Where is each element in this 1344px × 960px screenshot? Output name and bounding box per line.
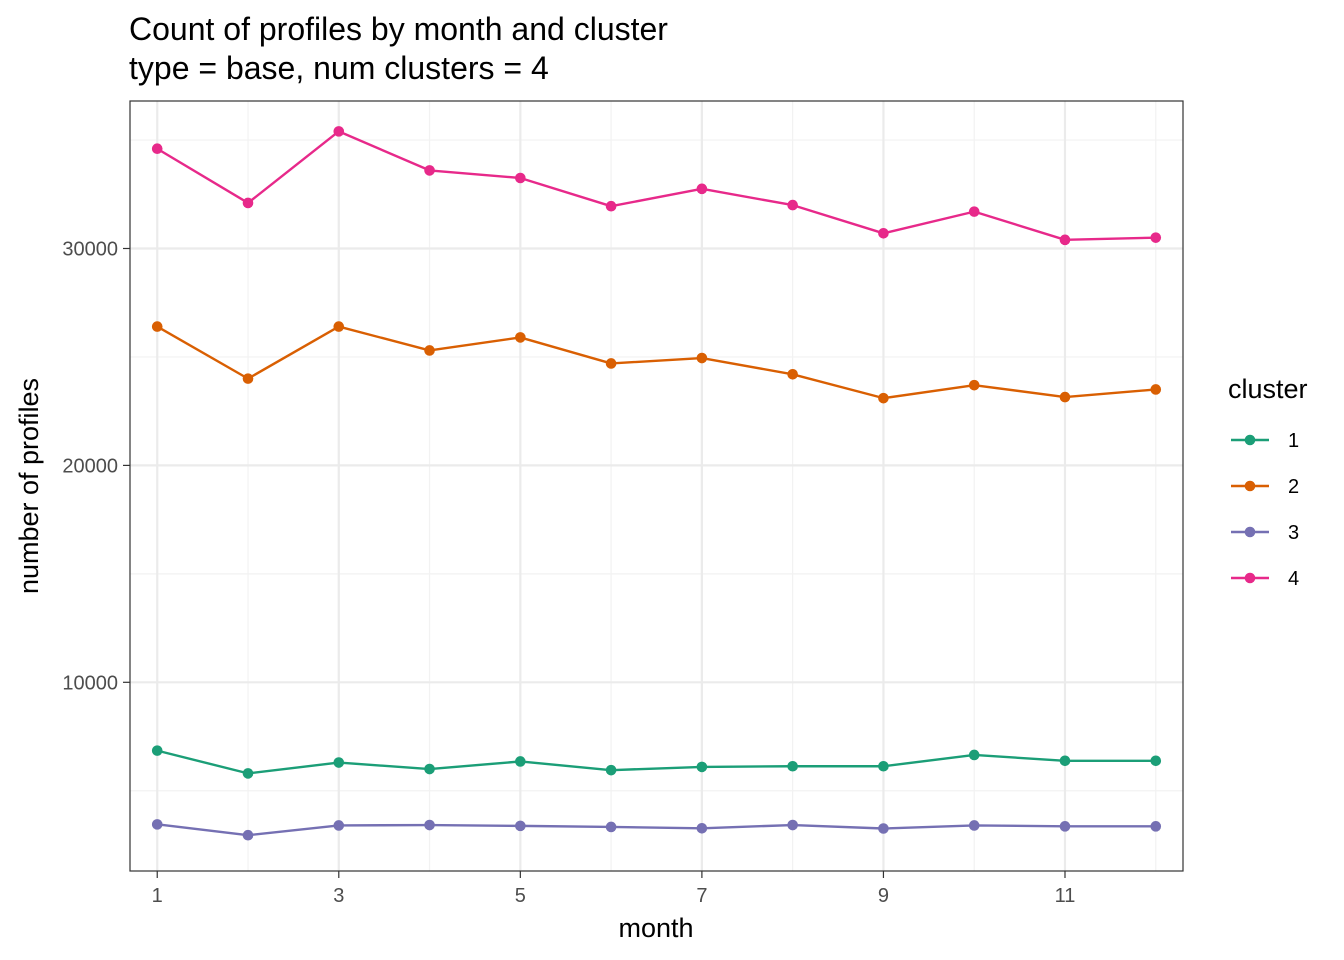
data-point-cluster-1	[605, 764, 617, 776]
legend-key-point	[1244, 434, 1256, 446]
series-line-cluster-4	[156, 130, 1156, 242]
data-point-cluster-4	[878, 228, 889, 239]
x-tick-label: 7	[696, 885, 707, 907]
data-point-cluster-3	[787, 819, 798, 831]
data-point-cluster-3	[424, 819, 435, 831]
data-point-cluster-1	[424, 763, 435, 775]
legend-key-point	[1244, 526, 1256, 538]
data-point-cluster-4	[1150, 232, 1162, 243]
data-point-cluster-4	[333, 126, 345, 137]
legend-items: 1 2 3 4	[1231, 430, 1299, 590]
data-point-cluster-2	[333, 321, 345, 332]
legend-label: 4	[1288, 568, 1299, 590]
y-axis: 10000 20000 30000	[62, 238, 130, 694]
data-point-cluster-2	[424, 345, 435, 356]
data-point-cluster-1	[968, 749, 980, 761]
x-tick-label: 9	[878, 885, 889, 907]
data-point-cluster-1	[1150, 755, 1162, 767]
panel-border	[129, 100, 1184, 872]
chart-subtitle: type = base, num clusters = 4	[129, 50, 549, 86]
data-point-cluster-2	[515, 332, 526, 343]
data-point-cluster-3	[333, 820, 345, 831]
data-point-cluster-4	[515, 172, 526, 184]
data-point-cluster-2	[605, 358, 617, 369]
data-point-cluster-4	[605, 200, 617, 212]
legend-label: 3	[1288, 522, 1299, 544]
data-point-cluster-1	[242, 768, 254, 779]
legend-label: 2	[1288, 476, 1299, 498]
data-point-cluster-2	[696, 352, 708, 364]
data-point-cluster-1	[696, 761, 708, 773]
data-point-cluster-4	[242, 197, 254, 209]
data-point-cluster-3	[1150, 821, 1162, 832]
minor-gridlines-y	[130, 139, 1183, 792]
x-tick-label: 3	[333, 885, 344, 907]
data-point-cluster-1	[1059, 755, 1071, 767]
data-point-cluster-2	[1059, 391, 1071, 403]
data-point-cluster-4	[1059, 234, 1071, 246]
data-point-cluster-4	[696, 183, 708, 195]
data-point-cluster-4	[151, 143, 163, 155]
series-line-cluster-3	[157, 823, 1156, 837]
data-point-cluster-1	[787, 760, 798, 772]
y-tick-label: 20000	[62, 455, 118, 477]
data-point-cluster-2	[151, 321, 163, 332]
series-line-cluster-2	[156, 325, 1156, 400]
data-point-cluster-3	[878, 823, 889, 834]
data-point-cluster-3	[968, 820, 980, 831]
data-point-cluster-4	[787, 199, 798, 211]
plot-panel	[129, 100, 1184, 872]
y-tick-label: 30000	[62, 238, 118, 260]
x-tick-label: 11	[1055, 885, 1076, 907]
data-point-cluster-3	[242, 829, 254, 841]
chart-title: Count of profiles by month and cluster	[129, 11, 668, 47]
data-point-cluster-1	[151, 745, 163, 756]
data-point-cluster-1	[333, 757, 345, 768]
series-line-cluster-1	[156, 749, 1156, 775]
legend-title: cluster	[1228, 374, 1308, 404]
data-point-cluster-3	[515, 820, 526, 832]
legend-key-point	[1244, 572, 1256, 584]
data-point-cluster-1	[878, 760, 889, 772]
y-tick-label: 10000	[62, 672, 118, 694]
legend: cluster 1 2 3 4	[1228, 374, 1308, 590]
data-point-cluster-4	[968, 206, 980, 217]
data-point-cluster-1	[515, 756, 526, 767]
x-axis: 1 3 5 7 9 11	[152, 871, 1076, 907]
series-lines	[156, 130, 1156, 837]
data-point-cluster-3	[696, 822, 708, 834]
x-tick-label: 1	[152, 885, 163, 907]
data-point-cluster-2	[787, 369, 798, 380]
y-axis-title: number of profiles	[14, 378, 44, 594]
legend-label: 1	[1288, 430, 1299, 452]
major-gridlines-y	[130, 247, 1183, 684]
data-point-cluster-3	[1059, 821, 1071, 832]
x-tick-label: 5	[515, 885, 526, 907]
legend-key-point	[1244, 480, 1256, 492]
data-point-cluster-2	[878, 392, 889, 404]
data-point-cluster-3	[605, 821, 617, 833]
data-point-cluster-3	[151, 819, 163, 830]
x-axis-title: month	[618, 913, 693, 943]
data-point-cluster-2	[1150, 384, 1162, 395]
minor-gridlines-x	[247, 101, 1157, 871]
data-point-cluster-4	[424, 165, 435, 176]
data-point-cluster-2	[968, 379, 980, 391]
panel-background	[130, 101, 1183, 871]
data-point-cluster-2	[242, 373, 254, 384]
series-points	[151, 126, 1162, 841]
